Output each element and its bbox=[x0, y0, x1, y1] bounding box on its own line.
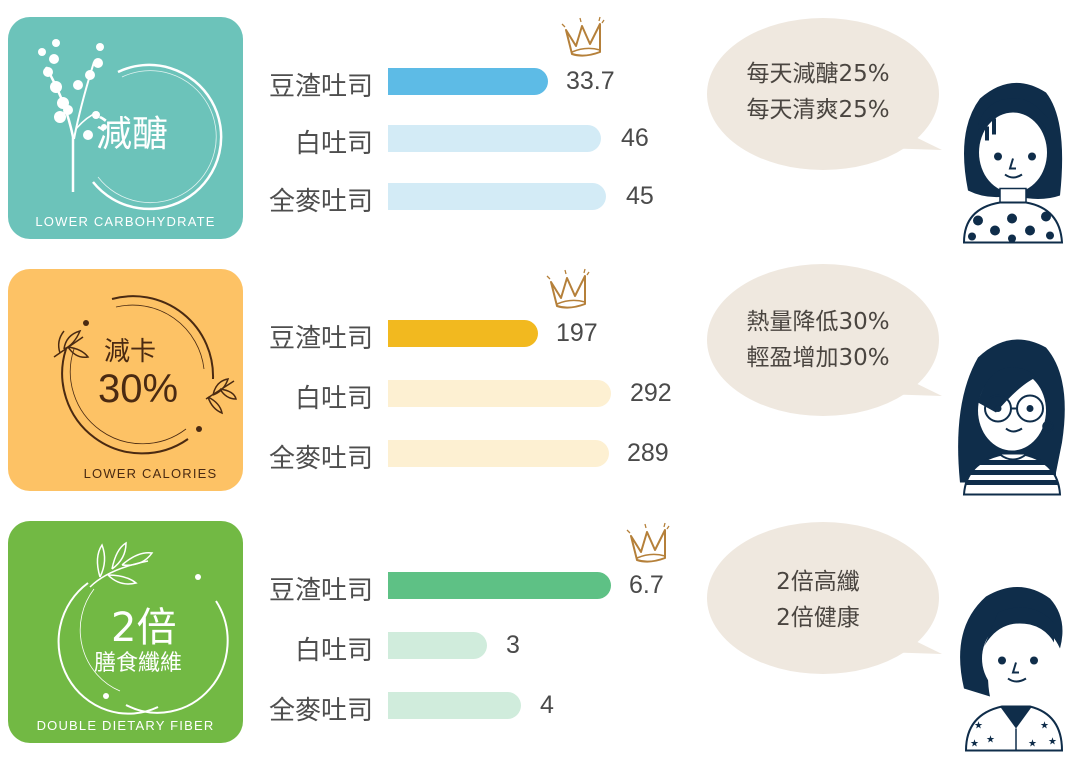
bar-value: 289 bbox=[627, 439, 669, 467]
bar-value: 33.7 bbox=[566, 67, 615, 95]
bubble-line: 每天清爽25% bbox=[746, 97, 890, 123]
badge-title-line1: 2倍 bbox=[111, 605, 177, 651]
bar-value: 292 bbox=[630, 379, 672, 407]
speech-bubble-shape bbox=[707, 264, 942, 416]
crown-icon bbox=[546, 268, 590, 309]
svg-text:★: ★ bbox=[986, 735, 995, 746]
leaf-circle-icon bbox=[57, 541, 229, 715]
bar-label: 白吐司 bbox=[294, 129, 373, 159]
girl-glasses-icon bbox=[958, 339, 1065, 496]
badge-title: 減醣 bbox=[96, 114, 169, 155]
branch-circle-icon bbox=[38, 39, 223, 211]
svg-text:★: ★ bbox=[1028, 739, 1037, 750]
bar-highlight bbox=[388, 572, 611, 599]
bar-label: 全麥吐司 bbox=[268, 696, 373, 726]
badge-title-line2: 膳食纖維 bbox=[94, 651, 183, 676]
badge-caption: LOWER CALORIES bbox=[83, 466, 218, 481]
bar-label: 白吐司 bbox=[294, 636, 373, 666]
bar-label: 豆渣吐司 bbox=[268, 576, 373, 606]
svg-text:★: ★ bbox=[974, 721, 983, 732]
bar-label: 豆渣吐司 bbox=[268, 324, 373, 354]
bar-value: 6.7 bbox=[629, 571, 664, 599]
bubble-text: 熱量降低30% 輕盈增加30% bbox=[713, 304, 923, 376]
bar-highlight bbox=[388, 320, 538, 347]
speech-bubble-shape bbox=[707, 522, 942, 674]
bubble-line: 輕盈增加30% bbox=[746, 345, 890, 371]
bubble-text: 2倍高纖 2倍健康 bbox=[713, 564, 923, 636]
bubble-text: 每天減醣25% 每天清爽25% bbox=[713, 56, 923, 128]
bar bbox=[388, 380, 611, 407]
section-lower-calories: 減卡 30% LOWER CALORIES 豆渣吐司 197 白吐司 292 全… bbox=[0, 252, 1080, 502]
bubble-line: 熱量降低30% bbox=[746, 309, 890, 335]
bar bbox=[388, 632, 487, 659]
badge-title-line2: 30% bbox=[98, 367, 179, 411]
bar-label: 全麥吐司 bbox=[268, 444, 373, 474]
badge-double-fiber: 2倍 膳食纖維 DOUBLE DIETARY FIBER bbox=[8, 521, 243, 743]
bar-value: 197 bbox=[556, 319, 598, 347]
crown-icon bbox=[561, 16, 605, 57]
bar-label: 白吐司 bbox=[294, 384, 373, 414]
bar bbox=[388, 692, 521, 719]
badge-caption: LOWER CARBOHYDRATE bbox=[35, 214, 216, 229]
svg-text:★: ★ bbox=[1040, 721, 1049, 732]
bubble-line: 2倍健康 bbox=[776, 605, 860, 631]
bar-value: 3 bbox=[506, 631, 520, 659]
bar-value: 45 bbox=[626, 182, 654, 210]
badge-title-line1: 減卡 bbox=[104, 337, 157, 367]
bar bbox=[388, 440, 609, 467]
svg-text:★: ★ bbox=[1048, 737, 1057, 748]
speech-bubble: 每天減醣25% 每天清爽25% bbox=[707, 18, 942, 170]
crown-icon bbox=[626, 522, 670, 563]
badge-caption: DOUBLE DIETARY FIBER bbox=[36, 718, 215, 733]
section-lower-carb: 減醣 LOWER CARBOHYDRATE 豆渣吐司 33.7 白吐司 46 全… bbox=[0, 0, 1080, 250]
laurel-circle-icon bbox=[53, 295, 237, 455]
bubble-line: 每天減醣25% bbox=[746, 61, 890, 87]
bar-value: 46 bbox=[621, 124, 649, 152]
svg-text:★: ★ bbox=[970, 739, 979, 750]
girl-bob-hair-icon bbox=[962, 82, 1064, 244]
girl-short-hair-icon: ★★★★★ ★ bbox=[960, 586, 1064, 752]
speech-bubble: 2倍高纖 2倍健康 bbox=[707, 522, 942, 674]
bubble-line: 2倍高纖 bbox=[776, 569, 860, 595]
badge-lower-carb: 減醣 LOWER CARBOHYDRATE bbox=[8, 17, 243, 239]
bar-value: 4 bbox=[540, 691, 554, 719]
speech-bubble-shape bbox=[707, 18, 942, 170]
bar bbox=[388, 183, 606, 210]
bar bbox=[388, 125, 601, 152]
badge-lower-calories: 減卡 30% LOWER CALORIES bbox=[8, 269, 243, 491]
bar-highlight bbox=[388, 68, 548, 95]
speech-bubble: 熱量降低30% 輕盈增加30% bbox=[707, 264, 942, 416]
bar-label: 全麥吐司 bbox=[268, 187, 373, 217]
section-double-fiber: 2倍 膳食纖維 DOUBLE DIETARY FIBER 豆渣吐司 6.7 白吐… bbox=[0, 504, 1080, 754]
bar-label: 豆渣吐司 bbox=[268, 72, 373, 102]
